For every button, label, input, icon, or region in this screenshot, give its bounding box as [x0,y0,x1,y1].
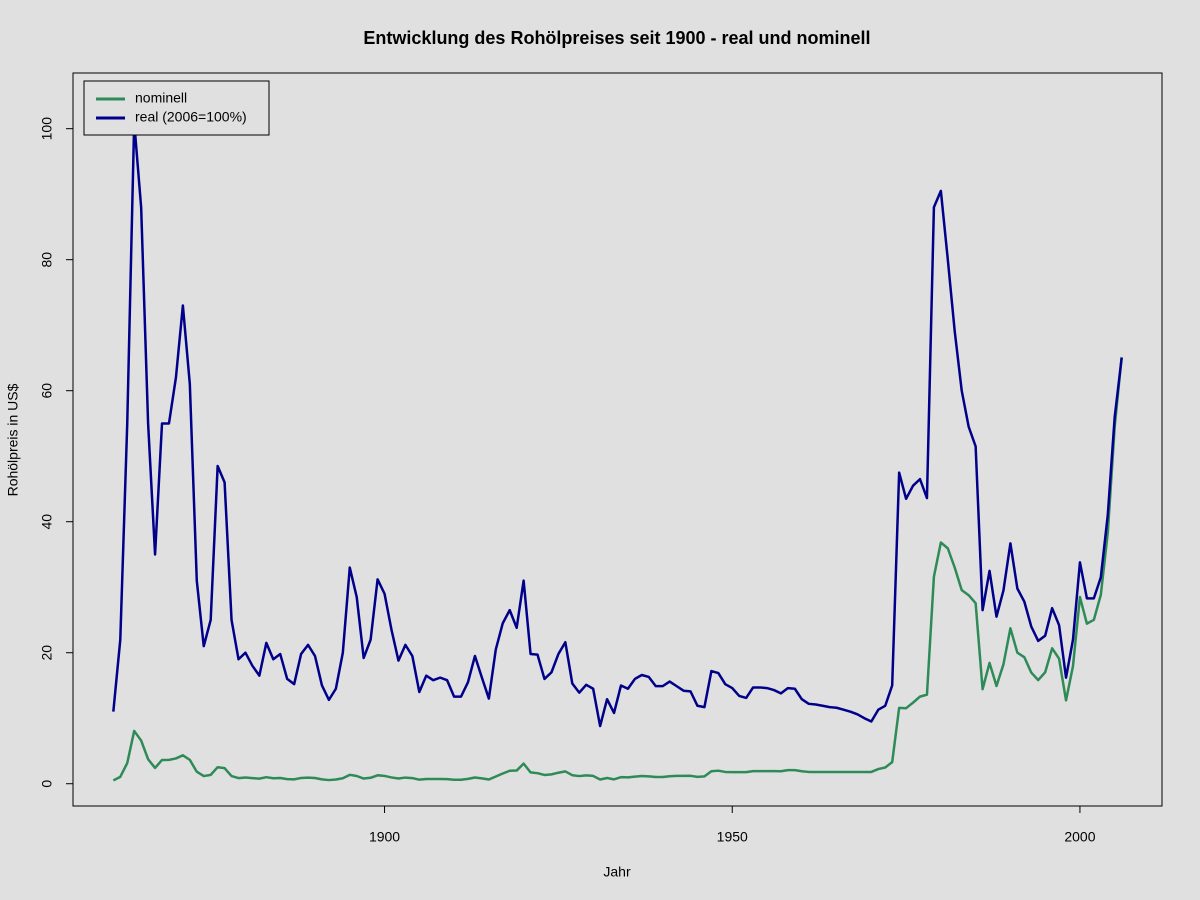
line-series [112,120,1123,728]
legend-box [83,80,270,136]
y-tick-label: 20 [39,645,55,661]
x-axis-label: Jahr [603,864,631,880]
x-tick-label: 1900 [369,829,400,845]
y-tick-label: 0 [39,780,55,788]
line-series [112,356,1123,782]
y-tick-label: 80 [39,252,55,268]
x-tick-label: 2000 [1064,829,1095,845]
y-tick-label: 60 [39,383,55,399]
y-tick-label: 40 [39,514,55,530]
y-axis-label: Rohölpreis in US$ [5,383,21,496]
chart-title: Entwicklung des Rohölpreises seit 1900 -… [363,28,870,48]
y-tick-label: 100 [39,117,55,141]
x-tick-label: 1950 [717,829,748,845]
legend-label: nominell [135,90,187,106]
legend-label: real (2006=100%) [135,109,247,125]
plot-frame [72,72,1163,807]
